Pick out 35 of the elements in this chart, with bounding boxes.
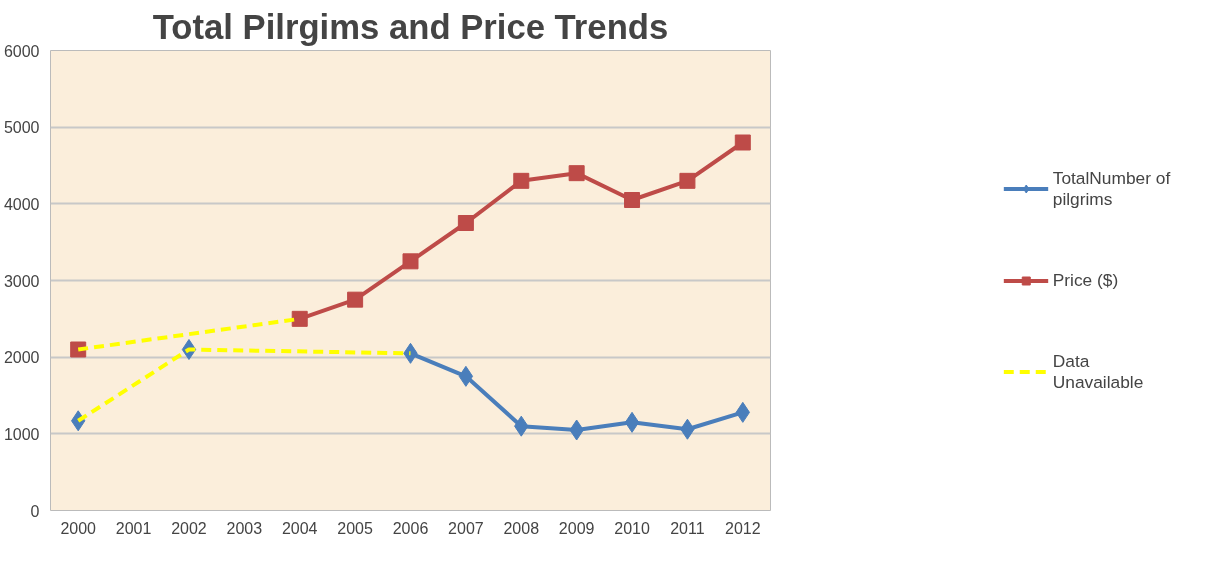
y-tick-label: 0 [30, 502, 40, 520]
y-tick-label: 2000 [3, 349, 40, 367]
legend-label: TotalNumber of pilgrims [1052, 167, 1171, 210]
x-tick-label: 2008 [503, 519, 540, 537]
legend-label: Data Unavailable [1052, 350, 1144, 393]
point [347, 291, 364, 308]
point [513, 172, 530, 189]
y-tick-label: 6000 [3, 42, 40, 60]
x-tick-label: 2006 [392, 519, 429, 537]
point [624, 411, 640, 433]
point [457, 215, 474, 231]
y-tick-label: 1000 [3, 425, 40, 443]
y-tick-label: 3000 [3, 272, 40, 290]
x-tick-label: 2002 [171, 519, 207, 537]
y-tick-label: 4000 [3, 195, 40, 213]
point [734, 134, 751, 151]
chart-title: Total Pilrgims and Price Trends [152, 7, 669, 46]
x-tick-label: 2012 [725, 519, 761, 537]
point [458, 365, 474, 387]
x-tick-label: 2000 [60, 519, 97, 537]
x-tick-label: 2004 [281, 519, 318, 537]
point [402, 253, 419, 270]
x-tick-label: 2007 [448, 519, 484, 537]
x-tick-label: 2011 [670, 519, 705, 537]
point [679, 172, 696, 189]
point [568, 165, 585, 182]
point [624, 192, 641, 208]
legend-label: Price ($) [1052, 269, 1119, 291]
x-tick-label: 2009 [558, 519, 595, 537]
point [291, 310, 308, 327]
x-tick-label: 2001 [115, 519, 152, 537]
x-tick-label: 2005 [337, 519, 374, 537]
x-tick-label: 2010 [614, 519, 650, 537]
x-tick-label: 2003 [226, 519, 263, 537]
y-tick-label: 5000 [3, 119, 40, 137]
